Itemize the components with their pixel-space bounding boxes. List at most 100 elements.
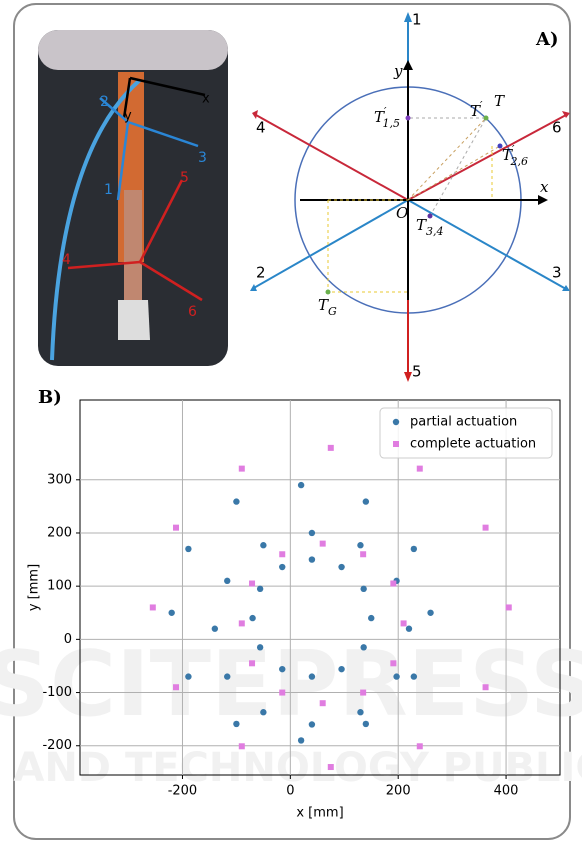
point — [239, 620, 245, 626]
point-sub: 2,6 — [510, 155, 529, 168]
photo-label: x — [202, 92, 210, 107]
photo-label: 5 — [180, 170, 189, 186]
watermark: SCITEPRESS — [0, 632, 582, 737]
point — [390, 581, 396, 587]
point — [260, 542, 266, 548]
point — [483, 684, 489, 690]
x-tick-label: 200 — [386, 784, 411, 799]
point — [417, 743, 423, 749]
ray-label: 2 — [256, 264, 266, 282]
point — [298, 482, 304, 488]
panel-label: B) — [38, 387, 62, 408]
point — [257, 586, 263, 592]
point — [260, 709, 266, 715]
photo-label: 6 — [188, 304, 197, 320]
point — [309, 721, 315, 727]
y-axis-label: y [mm] — [27, 564, 42, 611]
legend-label: partial actuation — [410, 415, 517, 430]
point — [298, 737, 304, 743]
point — [173, 684, 179, 690]
point — [411, 673, 417, 679]
point — [309, 673, 315, 679]
point — [279, 551, 285, 557]
point — [168, 610, 174, 616]
point-sub: G — [328, 305, 337, 318]
photo-label: 2 — [100, 94, 109, 110]
x-tick-label: -200 — [168, 784, 198, 799]
axis-label: y — [393, 62, 403, 80]
y-tick-label: 0 — [64, 632, 72, 647]
point — [185, 546, 191, 552]
point — [401, 620, 407, 626]
point — [320, 541, 326, 547]
origin-label: O — [396, 204, 408, 222]
y-tick-label: -100 — [42, 685, 72, 700]
y-tick-label: 200 — [47, 525, 72, 540]
y-tick-label: 100 — [47, 579, 72, 594]
point-base: T — [494, 92, 505, 110]
axis-label: x — [540, 178, 549, 196]
point — [338, 564, 344, 570]
legend-marker — [393, 419, 399, 425]
ray-label: 5 — [412, 363, 422, 381]
point — [212, 626, 218, 632]
point — [390, 660, 396, 666]
point — [233, 721, 239, 727]
point-label: T — [494, 92, 505, 110]
photo: x y 1 2 3 4 5 6 — [38, 30, 228, 366]
point — [173, 525, 179, 531]
photo-label: 4 — [62, 252, 71, 268]
point — [249, 581, 255, 587]
point — [393, 673, 399, 679]
point — [320, 700, 326, 706]
point — [279, 690, 285, 696]
point — [257, 644, 263, 650]
y-tick-label: -200 — [42, 738, 72, 753]
point — [279, 666, 285, 672]
point — [360, 644, 366, 650]
point — [368, 615, 374, 621]
point — [338, 666, 344, 672]
photo-label: y — [124, 109, 132, 124]
point-sub: 3,4 — [426, 225, 444, 238]
y-tick-label: 300 — [47, 472, 72, 487]
point-sub: 1,5 — [383, 117, 401, 130]
point — [279, 564, 285, 570]
x-axis-label: x [mm] — [296, 806, 343, 821]
legend-label: complete actuation — [410, 437, 536, 452]
point — [309, 530, 315, 536]
point — [249, 660, 255, 666]
point — [406, 626, 412, 632]
point — [239, 466, 245, 472]
point — [224, 578, 230, 584]
point — [506, 604, 512, 610]
point — [357, 542, 363, 548]
panel-label: A) — [535, 29, 558, 50]
photo-label: 3 — [198, 150, 207, 166]
point — [360, 586, 366, 592]
point — [417, 466, 423, 472]
point — [249, 615, 255, 621]
figure: SCITEPRESS SCIENCE AND TECHNOLOGY PUBLIC… — [0, 0, 582, 845]
ray-label: 6 — [552, 119, 562, 137]
x-tick-label: 400 — [494, 784, 519, 799]
point — [363, 498, 369, 504]
point — [328, 764, 334, 770]
point — [150, 604, 156, 610]
point — [185, 673, 191, 679]
point — [224, 673, 230, 679]
photo-label: 1 — [104, 182, 113, 198]
point — [357, 709, 363, 715]
point — [411, 546, 417, 552]
point — [483, 525, 489, 531]
ray-label: 3 — [552, 264, 562, 282]
point — [239, 743, 245, 749]
x-tick-label: 0 — [286, 784, 294, 799]
point — [360, 690, 366, 696]
ray-label: 1 — [412, 11, 422, 29]
point — [328, 445, 334, 451]
legend-marker — [393, 441, 399, 447]
ray-label: 4 — [256, 119, 266, 137]
point — [233, 498, 239, 504]
point — [309, 556, 315, 562]
